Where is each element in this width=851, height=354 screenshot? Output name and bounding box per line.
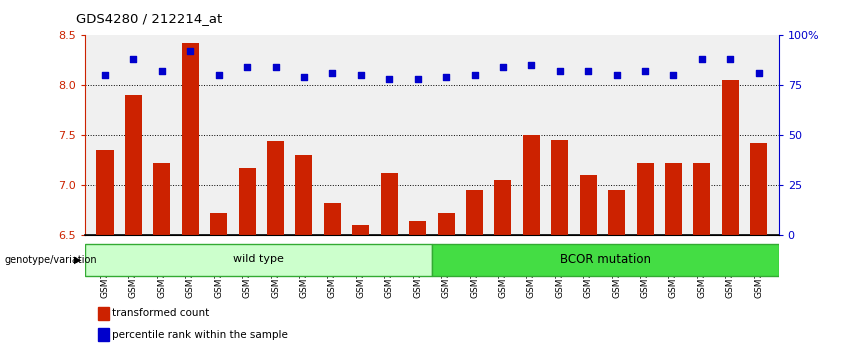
Point [354,73,368,78]
Point [496,64,510,70]
Bar [608,190,625,235]
Bar [153,164,170,235]
Point [439,75,453,80]
Point [382,76,396,82]
Point [666,73,680,78]
FancyBboxPatch shape [432,244,779,276]
Bar [267,141,284,235]
Text: wild type: wild type [233,255,284,264]
Bar [722,80,739,235]
Bar [694,164,711,235]
FancyBboxPatch shape [85,244,432,276]
Bar [380,173,397,235]
Bar [494,181,511,235]
Text: ▶: ▶ [74,255,82,265]
Bar [96,150,113,235]
Text: BCOR mutation: BCOR mutation [560,253,651,266]
Point [326,70,340,76]
Bar [751,143,768,235]
Point [468,73,482,78]
Point [297,75,311,80]
Point [212,73,226,78]
Point [127,57,140,62]
Point [610,73,624,78]
Point [269,64,283,70]
Text: percentile rank within the sample: percentile rank within the sample [112,330,288,339]
Point [184,48,197,54]
Bar [324,204,341,235]
Point [155,69,168,74]
Point [752,70,766,76]
Text: genotype/variation: genotype/variation [4,255,97,265]
Point [98,73,111,78]
Bar [437,213,454,235]
Bar [125,95,142,235]
Bar [580,176,597,235]
Bar [665,164,682,235]
Text: transformed count: transformed count [112,308,209,318]
Bar [182,44,199,235]
Bar [238,169,255,235]
Point [723,57,737,62]
Bar [409,221,426,235]
Bar [551,141,568,235]
Text: GDS4280 / 212214_at: GDS4280 / 212214_at [76,12,222,25]
Point [240,64,254,70]
Bar [295,155,312,235]
Point [524,63,538,68]
Point [581,69,595,74]
Bar [210,213,227,235]
Point [695,57,709,62]
Bar [523,135,540,235]
Point [411,76,425,82]
Point [553,69,567,74]
Point [638,69,652,74]
Bar [637,164,654,235]
Bar [466,190,483,235]
Bar [352,225,369,235]
